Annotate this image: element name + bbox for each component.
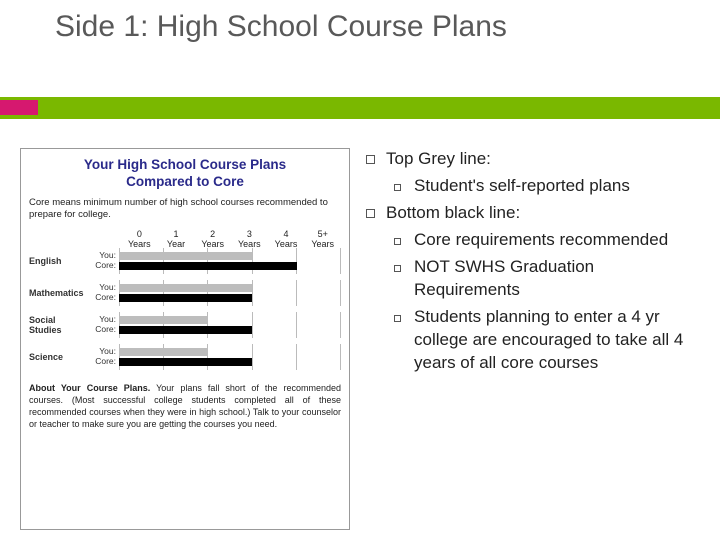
course-plans-box: Your High School Course Plans Compared t… — [20, 148, 350, 530]
subject-row: ScienceYou:Core: — [29, 346, 341, 368]
year-header: 5+Years — [304, 229, 341, 249]
square-bullet-icon — [394, 229, 414, 252]
years-header: 0Years1Year2Years3Years4Years5+Years — [121, 229, 341, 249]
explanation-list: Top Grey line: Student's self-reported pl… — [366, 148, 700, 530]
subject-label: English — [29, 256, 89, 266]
about-bold: About Your Course Plans. — [29, 383, 150, 393]
bullet-lvl2: Student's self-reported plans — [394, 175, 700, 198]
bullet-lvl1: Top Grey line: — [366, 148, 700, 171]
you-bar — [119, 284, 252, 292]
box-title-l2: Compared to Core — [126, 174, 244, 189]
bars-area — [119, 282, 341, 304]
core-bar — [119, 358, 252, 366]
bullet-text: NOT SWHS Graduation Requirements — [414, 256, 700, 302]
accent-bar — [0, 97, 720, 119]
box-title-l1: Your High School Course Plans — [84, 157, 286, 172]
square-bullet-icon — [394, 175, 414, 198]
year-header: 0Years — [121, 229, 158, 249]
box-subtext: Core means minimum number of high school… — [29, 197, 341, 221]
subject-label: Mathematics — [29, 288, 89, 298]
core-bar — [119, 326, 252, 334]
you-core-label: You:Core: — [89, 251, 119, 271]
subject-label: Social Studies — [29, 315, 89, 335]
year-header: 1Year — [158, 229, 195, 249]
you-bar — [119, 348, 208, 356]
bullet-text: Student's self-reported plans — [414, 175, 700, 198]
accent-pink-tab — [0, 100, 38, 115]
bullet-lvl2: Core requirements recommended — [394, 229, 700, 252]
square-bullet-icon — [366, 148, 386, 171]
bars-area — [119, 250, 341, 272]
you-core-label: You:Core: — [89, 347, 119, 367]
bars-area — [119, 346, 341, 368]
year-header: 3Years — [231, 229, 268, 249]
bullet-lvl1: Bottom black line: — [366, 202, 700, 225]
box-title: Your High School Course Plans Compared t… — [29, 155, 341, 197]
core-bar — [119, 294, 252, 302]
year-header: 4Years — [268, 229, 305, 249]
about-paragraph: About Your Course Plans. Your plans fall… — [29, 382, 341, 431]
bars-area — [119, 314, 341, 336]
content-area: Your High School Course Plans Compared t… — [20, 148, 700, 530]
bullet-text: Bottom black line: — [386, 202, 700, 225]
bullet-lvl2: Students planning to enter a 4 yr colleg… — [394, 306, 700, 375]
you-bar — [119, 252, 252, 260]
you-core-label: You:Core: — [89, 283, 119, 303]
subject-row: Social StudiesYou:Core: — [29, 314, 341, 336]
bullet-text: Students planning to enter a 4 yr colleg… — [414, 306, 700, 375]
square-bullet-icon — [394, 306, 414, 375]
bullet-text: Core requirements recommended — [414, 229, 700, 252]
bullet-lvl2: NOT SWHS Graduation Requirements — [394, 256, 700, 302]
bullet-text: Top Grey line: — [386, 148, 700, 171]
subject-row: EnglishYou:Core: — [29, 250, 341, 272]
subject-row: MathematicsYou:Core: — [29, 282, 341, 304]
core-bar — [119, 262, 297, 270]
square-bullet-icon — [366, 202, 386, 225]
you-bar — [119, 316, 208, 324]
subject-label: Science — [29, 352, 89, 362]
square-bullet-icon — [394, 256, 414, 302]
year-header: 2Years — [194, 229, 231, 249]
slide-title: Side 1: High School Course Plans — [0, 0, 720, 46]
you-core-label: You:Core: — [89, 315, 119, 335]
